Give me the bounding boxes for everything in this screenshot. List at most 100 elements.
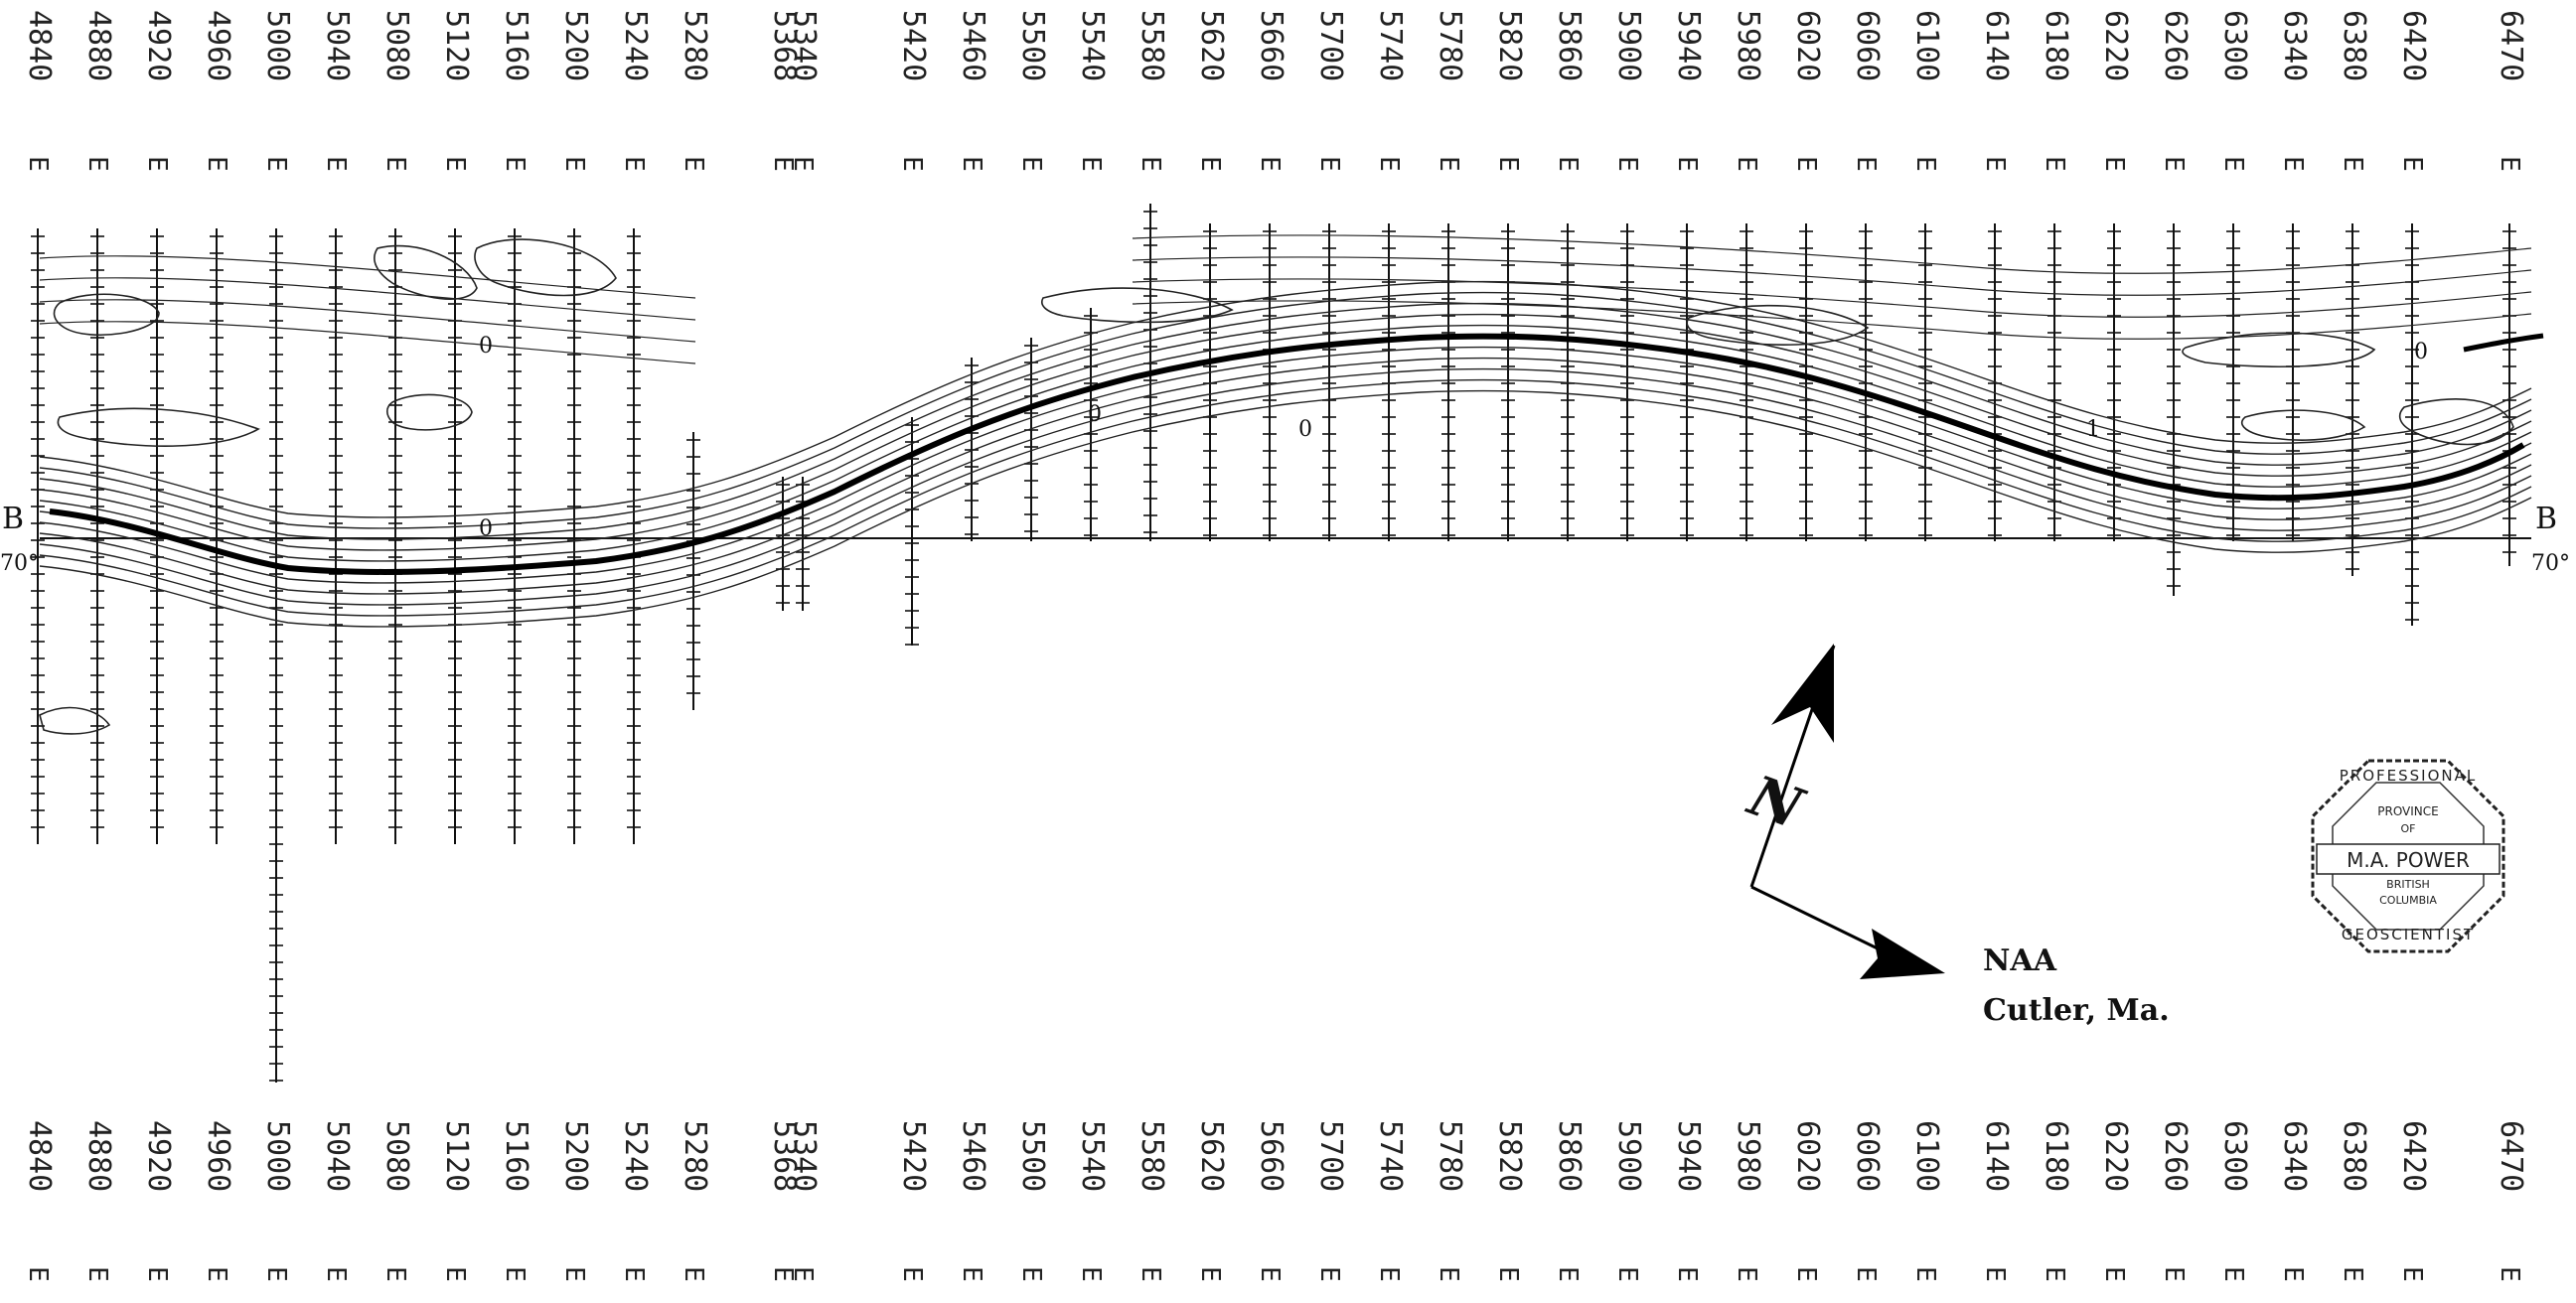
contour-line [39,346,2532,584]
contour-label: 0 [1088,402,1102,427]
contour-line [1041,287,1234,324]
easting-suffix: E [2039,156,2069,172]
line-label: 5580 [1135,10,1169,82]
easting-suffix: E [2158,156,2189,172]
line-label: 5200 [558,1120,593,1193]
easting-suffix: E [1194,156,1225,172]
line-label: 5080 [379,1120,414,1193]
contour-line [53,293,160,336]
line-label: 6470 [2494,1120,2528,1193]
easting-suffix: E [1552,156,1583,172]
line-label: 6180 [2039,1120,2073,1193]
contour-label: 0 [2414,340,2428,364]
easting-suffix: E [439,156,470,172]
line-label: 5660 [1254,1120,1288,1193]
easting-suffix: E [201,1266,231,1282]
contour-label: 0 [479,334,493,359]
easting-suffix: E [81,156,112,172]
line-label: 6340 [2277,1120,2312,1193]
seal-top-text: PROFESSIONAL [2339,767,2478,785]
contour-line [39,299,696,343]
line-label: 6300 [2217,1120,2252,1193]
easting-suffix: E [2098,1266,2129,1282]
line-label: 5080 [379,10,414,82]
line-label: 6380 [2337,10,2371,82]
seal-region-text: COLUMBIA [2379,894,2437,907]
line-label: 5980 [1731,1120,1765,1193]
easting-suffix: E [1790,1266,1821,1282]
easting-suffix: E [678,1266,708,1282]
easting-suffix: E [1254,156,1285,172]
easting-suffix: E [141,1266,172,1282]
survey-location: Cutler, Ma. [1983,993,2170,1028]
easting-suffix: E [896,1266,927,1282]
easting-suffix: E [2396,156,2427,172]
easting-suffix: E [1979,156,2010,172]
easting-suffix: E [499,1266,530,1282]
line-label: 6420 [2396,10,2431,82]
easting-suffix: E [1373,156,1404,172]
line-label: 5820 [1492,1120,1527,1193]
contour-line [2240,409,2366,441]
line-label: 6140 [1979,10,2014,82]
line-label: 4960 [201,1120,235,1193]
contour-label: 0 [1298,417,1312,442]
easting-suffix: E [1254,1266,1285,1282]
easting-suffix: E [956,1266,986,1282]
line-label: 5420 [896,10,931,82]
easting-suffix: E [22,156,53,172]
line-label: 5460 [956,10,990,82]
easting-suffix: E [1194,1266,1225,1282]
easting-suffix: E [1313,1266,1344,1282]
easting-suffix: E [81,1266,112,1282]
easting-suffix: E [2039,1266,2069,1282]
line-label: 5780 [1433,1120,1467,1193]
contour-line [474,238,617,297]
easting-suffix: E [1731,156,1761,172]
easting-suffix: E [1373,1266,1404,1282]
easting-suffix: E [141,156,172,172]
contour-line [1132,234,2532,274]
easting-suffix: E [1611,1266,1642,1282]
seal-of-text: OF [2400,822,2416,835]
easting-suffix: E [2158,1266,2189,1282]
line-label: 5780 [1433,10,1467,82]
line-label: 4920 [141,10,176,82]
line-label: 6260 [2158,10,2193,82]
easting-suffix: E [1611,156,1642,172]
easting-suffix: E [787,1266,818,1282]
easting-suffix: E [558,1266,589,1282]
easting-suffix: E [1979,1266,2010,1282]
easting-suffix: E [1015,156,1046,172]
contour-line [385,393,473,431]
line-label: 5120 [439,1120,474,1193]
easting-suffix: E [2217,156,2248,172]
easting-suffix: E [22,1266,53,1282]
line-label: 5040 [320,10,355,82]
line-label: 6020 [1790,1120,1825,1193]
easting-suffix: E [2098,156,2129,172]
line-label: 6300 [2217,10,2252,82]
contour-line [39,280,2532,518]
contour-line [39,324,2532,562]
contour-line [39,389,2532,628]
line-label: 6100 [1909,1120,1944,1193]
line-label: 6180 [2039,10,2073,82]
easting-suffix: E [1790,156,1821,172]
contour-line [57,407,260,447]
line-label: 5500 [1015,10,1050,82]
easting-suffix: E [787,156,818,172]
contour-line [2398,398,2514,446]
easting-suffix: E [1015,1266,1046,1282]
contour-line [39,367,2532,606]
line-label: 5540 [1075,1120,1110,1193]
geoscientist-seal: PROFESSIONAL PROVINCE OF M.A. POWER BRIT… [2299,755,2517,973]
line-label: 5820 [1492,10,1527,82]
line-label: 4960 [201,10,235,82]
section-left-dip: 70° [0,551,39,576]
easting-suffix: E [2337,1266,2367,1282]
line-label: 6470 [2494,10,2528,82]
line-label: 5000 [260,10,295,82]
seal-bottom-text: GEOSCIENTIST [2341,926,2476,943]
line-label: 5160 [499,1120,533,1193]
